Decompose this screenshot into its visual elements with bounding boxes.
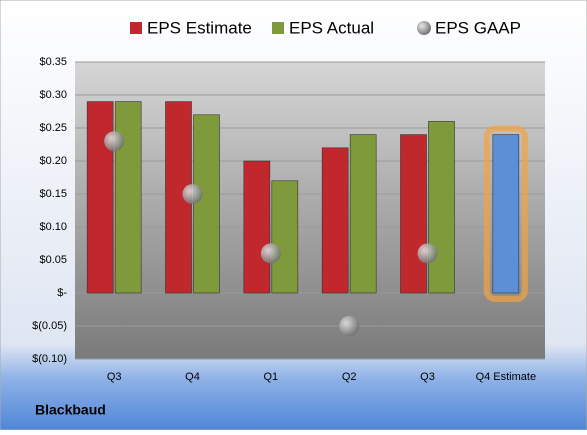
y-tick-label: $(0.10) bbox=[32, 353, 67, 365]
y-tick-label: $0.25 bbox=[39, 122, 67, 134]
highlight-glow bbox=[483, 125, 528, 302]
legend-label: EPS Estimate bbox=[147, 18, 252, 37]
legend-swatch bbox=[417, 21, 431, 35]
y-tick-label: $0.10 bbox=[39, 221, 67, 233]
company-label: Blackbaud bbox=[35, 402, 106, 418]
y-tick-label: $0.15 bbox=[39, 188, 67, 200]
bar bbox=[400, 134, 427, 294]
y-tick-label: $0.05 bbox=[39, 254, 67, 266]
bar bbox=[86, 101, 114, 294]
x-tick-label: Q3 bbox=[420, 371, 435, 383]
gaap-marker bbox=[104, 131, 125, 152]
bar bbox=[349, 134, 377, 294]
gaap-marker bbox=[417, 243, 438, 264]
gaap-marker bbox=[339, 316, 360, 336]
x-tick-label: Q2 bbox=[342, 371, 357, 383]
gaap-marker bbox=[260, 243, 281, 264]
bar bbox=[428, 121, 455, 294]
x-tick-label: Q3 bbox=[107, 371, 122, 383]
legend-label: EPS Actual bbox=[289, 18, 374, 37]
x-tick-label: Q1 bbox=[263, 371, 278, 383]
bar bbox=[243, 160, 271, 294]
y-tick-label: $0.20 bbox=[39, 155, 67, 167]
y-tick-label: $(0.05) bbox=[32, 320, 67, 332]
bar bbox=[492, 134, 520, 294]
bar bbox=[193, 114, 220, 294]
bar bbox=[114, 101, 142, 294]
y-tick-label: $0.30 bbox=[39, 89, 67, 101]
bar bbox=[271, 180, 299, 294]
y-tick-label: $- bbox=[57, 287, 67, 299]
plot-area bbox=[75, 62, 545, 359]
x-tick-label: Q4 Estimate bbox=[476, 371, 537, 383]
gaap-marker bbox=[182, 184, 203, 204]
legend-swatch bbox=[130, 22, 142, 34]
legend-label: EPS GAAP bbox=[435, 18, 521, 37]
y-tick-label: $0.35 bbox=[39, 56, 67, 68]
legend-swatch bbox=[272, 22, 284, 34]
x-tick-label: Q4 bbox=[185, 371, 200, 383]
bar bbox=[321, 147, 349, 294]
